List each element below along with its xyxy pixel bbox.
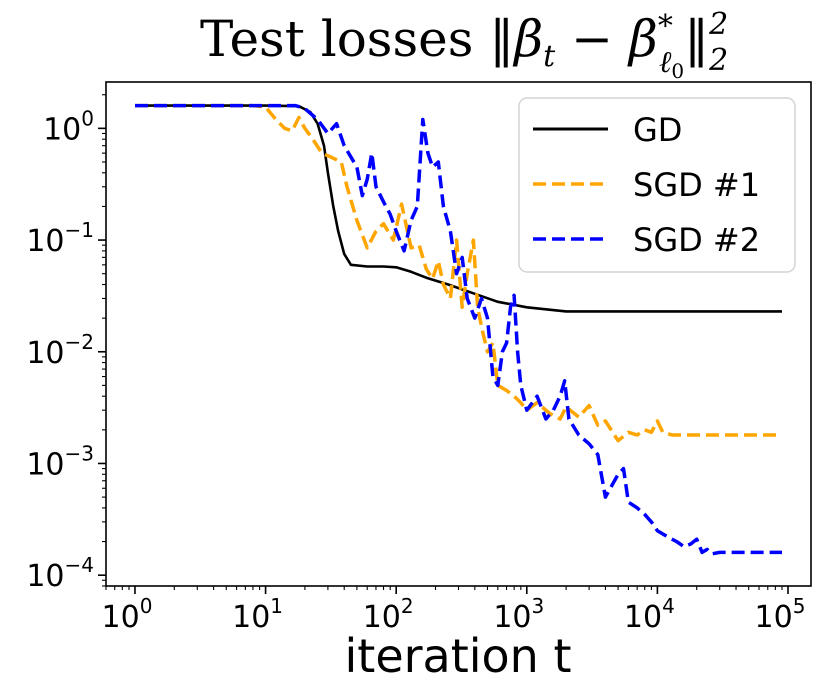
legend-label-gd: GD	[633, 111, 682, 149]
series-layer	[135, 103, 782, 556]
series-line-gd	[135, 104, 782, 313]
legend: GD SGD #1 SGD #2	[518, 97, 796, 273]
x-tick-label: 104	[624, 594, 675, 635]
legend-label-sgd2: SGD #2	[633, 221, 760, 259]
series-line-sgd-1	[135, 103, 782, 443]
x-tick-label: 100	[102, 594, 153, 635]
x-axis-label: iteration t	[345, 629, 572, 683]
x-tick-label: 101	[232, 594, 283, 635]
y-tick-label: 10−1	[26, 218, 94, 259]
legend-label-sgd1: SGD #1	[633, 166, 760, 204]
chart-title: Test losses ‖βt − β* ℓ0‖2 2	[200, 7, 728, 83]
y-tick-label: 10−2	[26, 330, 94, 371]
x-tick-label: 105	[755, 594, 806, 635]
x-tick-label: 102	[363, 594, 414, 635]
y-tick-label: 10−4	[26, 553, 94, 594]
y-tick-label: 100	[43, 106, 94, 147]
series-line-sgd-2	[135, 103, 782, 556]
y-tick-label: 10−3	[26, 441, 94, 482]
x-tick-label: 103	[493, 594, 544, 635]
legend-box	[518, 97, 796, 273]
tick-layer: 100 101 102 103 104 105 100 10−1 10−2 10−3 10−4	[26, 94, 806, 635]
